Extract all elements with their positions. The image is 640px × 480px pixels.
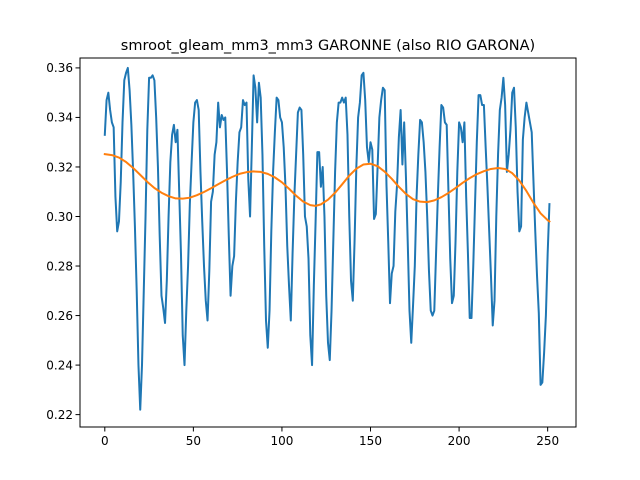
x-tick-label: 0 xyxy=(101,434,109,448)
y-tick-label: 0.34 xyxy=(46,111,73,125)
y-axis: 0.22 0.24 0.26 0.28 0.30 0.32 0.34 0.36 xyxy=(46,61,80,422)
x-tick-label: 250 xyxy=(536,434,559,448)
y-tick-label: 0.22 xyxy=(46,408,73,422)
x-tick-label: 200 xyxy=(448,434,471,448)
x-axis: 0 50 100 150 200 250 xyxy=(101,427,559,448)
x-tick-label: 100 xyxy=(270,434,293,448)
plot-area xyxy=(103,66,551,411)
y-tick-label: 0.26 xyxy=(46,309,73,323)
series-2-line xyxy=(103,152,551,223)
y-tick-label: 0.28 xyxy=(46,259,73,273)
chart-title: smroot_gleam_mm3_mm3 GARONNE (also RIO G… xyxy=(121,38,535,54)
plot-frame xyxy=(79,57,577,428)
y-tick-label: 0.36 xyxy=(46,61,73,75)
x-tick-label: 50 xyxy=(186,434,201,448)
y-tick-label: 0.30 xyxy=(46,210,73,224)
y-tick-label: 0.32 xyxy=(46,160,73,174)
y-tick-label: 0.24 xyxy=(46,358,73,372)
x-tick-label: 150 xyxy=(359,434,382,448)
series-1-line xyxy=(103,66,551,411)
